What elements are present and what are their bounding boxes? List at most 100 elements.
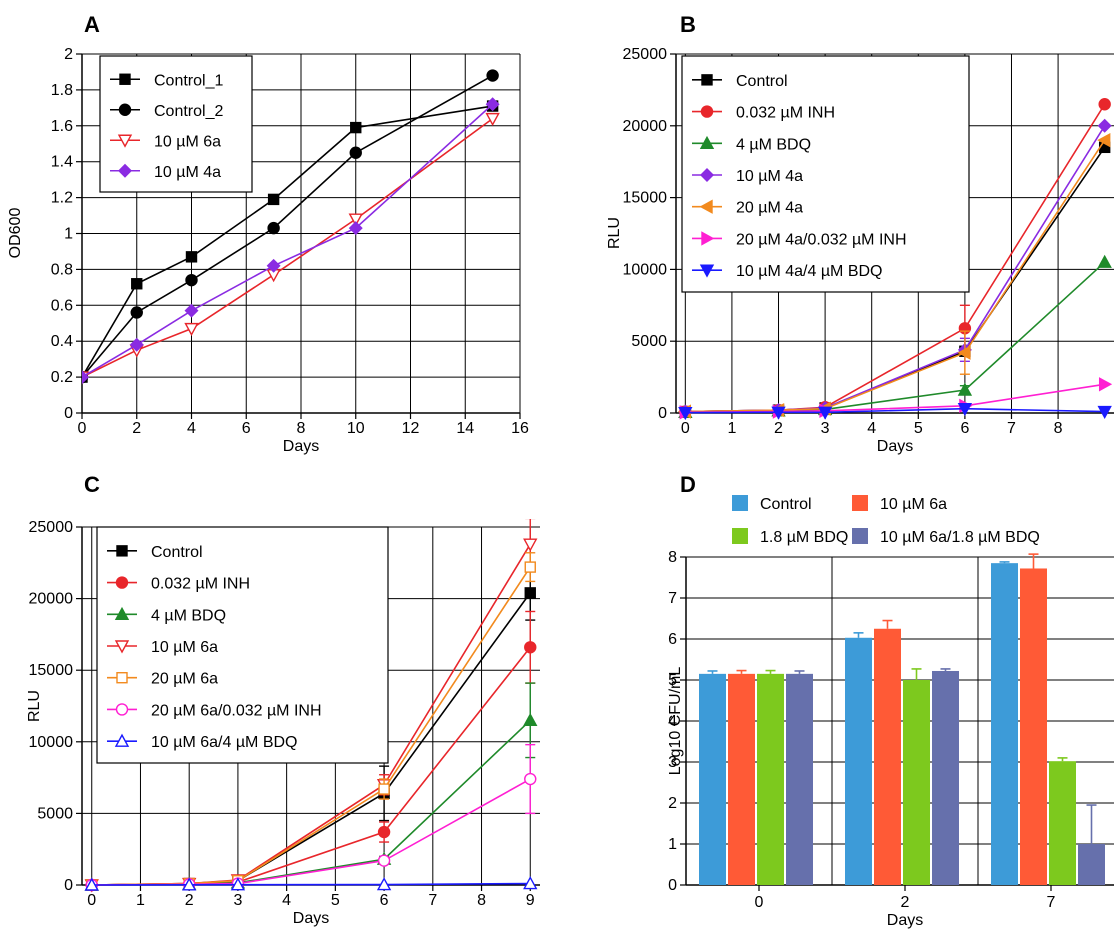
legend-label: 10 µM 4a: [736, 168, 803, 185]
y-tick-label: 2: [668, 795, 677, 812]
x-tick-label: 7: [428, 892, 437, 909]
series-group: [84, 519, 538, 893]
x-tick-label: 3: [821, 420, 830, 437]
series-4-point: [129, 337, 144, 352]
y-tick-label: 0: [668, 877, 677, 894]
series-5-point: [378, 783, 390, 795]
legend-label: 20 µM 6a/0.032 µM INH: [151, 702, 322, 719]
legend-label: 1.8 µM BDQ: [760, 529, 848, 546]
legend-label: 10 µM 6a/1.8 µM BDQ: [880, 529, 1040, 546]
series-group: [82, 69, 500, 385]
bar: [845, 637, 872, 885]
x-tick-label: 6: [242, 420, 251, 437]
x-tick-label: 8: [1054, 420, 1063, 437]
panel-d-label: D: [680, 472, 696, 497]
series-2-point: [349, 146, 362, 159]
x-tick-label: 5: [331, 892, 340, 909]
x-tick-label: 2: [185, 892, 194, 909]
series-1-point: [131, 278, 143, 290]
series-7-point: [230, 877, 246, 891]
y-tick-label: 15000: [29, 662, 74, 679]
panel-a-label: A: [84, 12, 100, 37]
legend-label: 4 µM BDQ: [151, 607, 226, 624]
x-tick-label: 4: [867, 420, 876, 437]
legend-marker: [116, 545, 128, 557]
series-6-point: [377, 854, 391, 867]
series-2-line: [82, 74, 494, 378]
y-tick-label: 2: [64, 46, 73, 63]
y-axis-label: RLU: [606, 217, 623, 249]
panel-b: B: [680, 12, 696, 37]
panel-c: C: [84, 472, 100, 497]
y-tick-label: 0.4: [51, 333, 73, 350]
y-axis-label: RLU: [26, 690, 43, 722]
series-4-point: [266, 258, 281, 273]
series-4-point: [485, 97, 500, 112]
y-tick-label: 25000: [623, 46, 668, 63]
y-tick-label: 15000: [623, 190, 668, 207]
bar: [874, 628, 901, 885]
x-tick-label: 1: [727, 420, 736, 437]
legend-label: 10 µM 6a: [154, 133, 221, 150]
series-2-point: [185, 273, 198, 287]
legend: Control 0.032 µM INH 4 µM BDQ 10 µM 4a 20 µM…: [681, 55, 970, 293]
legend-label: 10 µM 6a/4 µM BDQ: [151, 734, 297, 751]
y-axis-label: Log10 CFU/mL: [667, 667, 684, 776]
bar: [903, 680, 930, 885]
series-7-point: [957, 402, 973, 417]
x-axis-label: Days: [283, 438, 319, 455]
legend-marker: [114, 640, 130, 654]
x-tick-label: 7: [1047, 894, 1056, 911]
series-3-point: [348, 213, 363, 227]
legend-label: 10 µM 6a: [880, 496, 947, 513]
x-tick-label: 0: [755, 894, 764, 911]
y-tick-label: 1: [668, 836, 677, 853]
x-tick-label: 8: [477, 892, 486, 909]
series-6-point: [524, 772, 537, 786]
series-7-point: [678, 407, 693, 421]
panel-b-label: B: [680, 12, 696, 37]
panel-d-plot: 0 1 2 3 4 5 6 7 8 0 2 7 Days Log10 CFU/mL Control 10 µM…: [667, 495, 1114, 929]
legend-marker: [119, 73, 131, 85]
panel-c-plot: 0 5000 10000 15000 20000 25000 0 1 2 3 4 5 6 7 8 9 Days R…: [26, 519, 540, 927]
x-tick-label: 4: [282, 892, 291, 909]
bar: [786, 673, 813, 885]
legend-label: Control: [736, 73, 788, 90]
plots: 00.20.40.60.811.21.41.61.820 2 4 6 8 10 12 14 16…: [7, 46, 1114, 929]
legend-marker: [116, 672, 128, 684]
series-1-line: [82, 105, 493, 378]
series-4-point: [523, 538, 538, 552]
x-tick-label: 8: [297, 420, 306, 437]
series-1-point: [267, 193, 280, 206]
bar: [757, 673, 784, 885]
legend-label: 10 µM 4a/4 µM BDQ: [736, 263, 882, 280]
series-7-point: [84, 877, 99, 891]
legend-label: Control_1: [154, 72, 223, 89]
y-tick-label: 4: [668, 713, 677, 730]
y-tick-label: 0.6: [51, 297, 73, 314]
series-3-point: [184, 322, 199, 337]
x-axis-label: Days: [293, 910, 329, 927]
legend-swatch: [852, 528, 868, 544]
legend-marker: [699, 135, 715, 149]
legend-marker: [699, 199, 713, 214]
y-tick-label: 0.2: [51, 369, 73, 386]
legend-label: 20 µM 4a/0.032 µM INH: [736, 231, 907, 248]
series-6-point: [1098, 377, 1113, 392]
legend-marker: [115, 576, 129, 589]
series-1-point: [524, 587, 536, 599]
series-4-point: [184, 303, 199, 318]
bars: [699, 553, 1105, 885]
legend-swatch: [852, 495, 868, 511]
legend-marker: [700, 105, 714, 118]
y-tick-label: 1.4: [51, 154, 73, 171]
legend-label: Control: [760, 496, 812, 513]
legend-marker: [114, 733, 130, 747]
x-axis-label: Days: [887, 912, 923, 929]
legend-box: [681, 55, 970, 293]
y-tick-label: 1: [64, 226, 73, 243]
x-tick-label: 6: [380, 892, 389, 909]
series-2-point: [524, 641, 537, 654]
legend: Control_1 Control_2 10 µM 6a 10 µM 4a: [99, 55, 253, 193]
legend-label: 0.032 µM INH: [151, 576, 250, 593]
